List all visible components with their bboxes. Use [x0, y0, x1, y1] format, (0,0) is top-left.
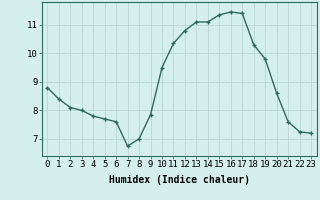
- X-axis label: Humidex (Indice chaleur): Humidex (Indice chaleur): [109, 175, 250, 185]
